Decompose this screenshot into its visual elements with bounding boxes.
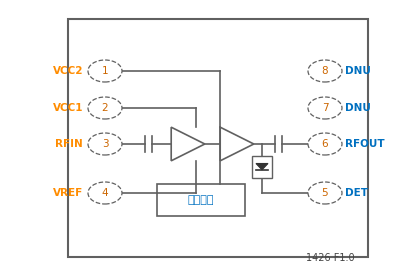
FancyBboxPatch shape bbox=[157, 184, 245, 216]
Text: 4: 4 bbox=[102, 188, 108, 198]
Text: 2: 2 bbox=[102, 103, 108, 113]
Text: 5: 5 bbox=[322, 188, 328, 198]
Ellipse shape bbox=[308, 97, 342, 119]
Text: RFIN: RFIN bbox=[55, 139, 83, 149]
Ellipse shape bbox=[308, 60, 342, 82]
Ellipse shape bbox=[88, 133, 122, 155]
FancyBboxPatch shape bbox=[68, 19, 368, 257]
Ellipse shape bbox=[308, 182, 342, 204]
Polygon shape bbox=[256, 163, 268, 170]
Text: DNU: DNU bbox=[345, 66, 371, 76]
Ellipse shape bbox=[308, 133, 342, 155]
Text: 1: 1 bbox=[102, 66, 108, 76]
Ellipse shape bbox=[88, 182, 122, 204]
Text: VCC1: VCC1 bbox=[53, 103, 83, 113]
Text: VREF: VREF bbox=[53, 188, 83, 198]
Text: DNU: DNU bbox=[345, 103, 371, 113]
Ellipse shape bbox=[88, 60, 122, 82]
Text: DET: DET bbox=[345, 188, 368, 198]
Ellipse shape bbox=[88, 97, 122, 119]
Text: 偏置电路: 偏置电路 bbox=[188, 195, 214, 205]
Text: 1426 F1.0: 1426 F1.0 bbox=[306, 253, 355, 263]
Text: 7: 7 bbox=[322, 103, 328, 113]
Text: 6: 6 bbox=[322, 139, 328, 149]
Text: VCC2: VCC2 bbox=[53, 66, 83, 76]
FancyBboxPatch shape bbox=[252, 156, 272, 178]
Text: 8: 8 bbox=[322, 66, 328, 76]
Text: 3: 3 bbox=[102, 139, 108, 149]
Text: RFOUT: RFOUT bbox=[345, 139, 385, 149]
